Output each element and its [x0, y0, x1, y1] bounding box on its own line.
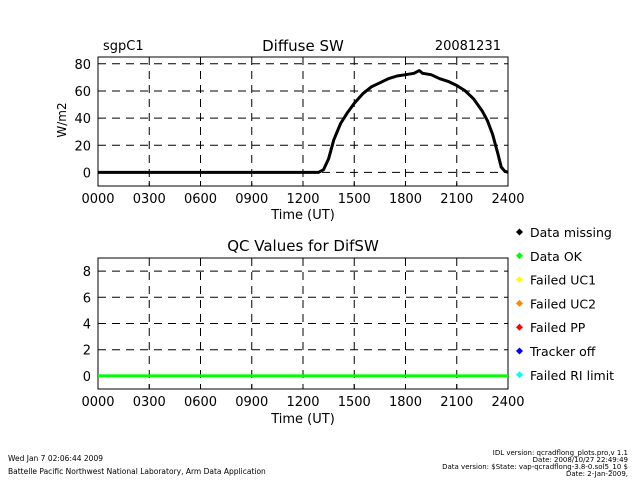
footer-data-version: Data version: $State: vap-qcradflong-3.8…	[442, 463, 628, 471]
footer-run-date: Wed Jan 7 02:06:44 2009	[8, 454, 103, 463]
chart2-title: QC Values for DifSW	[227, 237, 379, 255]
footer-idl-version: IDL version: qcradflong_plots.pro,v 1.1	[493, 449, 628, 457]
chart1-xtick-label: 0900	[235, 192, 268, 207]
chart1-ytick-label: 80	[74, 58, 91, 73]
qc-legend: Data missing Data OK Failed UC1 Failed UC2 F…	[516, 225, 614, 383]
chart2-xtick-label: 2400	[491, 395, 524, 410]
legend-label: Data OK	[530, 249, 583, 264]
chart1: 0000 0300 0600 0900 1200 1500 1800 2100 2400 0 20 4…	[74, 56, 525, 207]
chart1-ytick-label: 40	[74, 112, 91, 127]
chart2-ytick-label: 2	[83, 344, 91, 359]
chart2-ytick-label: 6	[83, 291, 91, 306]
footer-data-date: Date: 2-Jan-2009,	[566, 470, 628, 478]
chart2-xtick-label: 0900	[235, 395, 268, 410]
legend-label: Failed UC2	[530, 296, 596, 311]
footer-idl-date: Date: 2008/10/27 22:49:49	[533, 456, 628, 464]
legend-marker	[516, 276, 523, 284]
chart1-title: Diffuse SW	[262, 37, 344, 55]
chart1-series-line	[98, 69, 509, 174]
chart2-ytick-label: 0	[83, 370, 91, 385]
legend-marker	[516, 299, 523, 307]
chart1-xtick-label: 1500	[338, 192, 371, 207]
chart2: 0000 0300 0600 0900 1200 1500 1800 2100 2400 0 2 4 6…	[81, 257, 525, 410]
chart2-frame	[97, 257, 509, 390]
legend-marker	[516, 347, 523, 355]
chart2-xlabel: Time (UT)	[270, 412, 335, 427]
chart1-xtick-label: 2400	[491, 192, 524, 207]
legend-label: Tracker off	[529, 344, 596, 359]
chart1-xtick-label: 0300	[133, 192, 166, 207]
footer-institution: Battelle Pacific Northwest National Labo…	[8, 467, 266, 476]
legend-marker	[516, 252, 523, 260]
legend-marker	[516, 371, 523, 379]
legend-label: Failed UC1	[530, 273, 596, 288]
chart2-xtick-label: 2100	[440, 395, 473, 410]
legend-label: Data missing	[530, 225, 612, 240]
chart1-ytick-label: 60	[74, 85, 91, 100]
chart1-xlabel: Time (UT)	[270, 208, 335, 223]
chart2-xtick-label: 1800	[389, 395, 422, 410]
chart1-xtick-label: 1800	[389, 192, 422, 207]
legend-label: Failed PP	[530, 320, 586, 335]
chart2-xtick-label: 0600	[184, 395, 217, 410]
chart2-xtick-label: 0300	[133, 395, 166, 410]
chart1-ytick-label: 20	[74, 139, 91, 154]
chart1-xtick-label: 1200	[286, 192, 319, 207]
chart2-xtick-label: 1200	[286, 395, 319, 410]
legend-marker	[516, 323, 523, 331]
chart1-xtick-label: 0000	[81, 192, 114, 207]
chart1-xtick-label: 0600	[184, 192, 217, 207]
site-label: sgpC1	[103, 39, 144, 54]
chart2-xtick-label: 0000	[81, 395, 114, 410]
chart1-xtick-label: 2100	[440, 192, 473, 207]
chart2-ytick-label: 4	[83, 318, 91, 333]
chart1-ytick-label: 0	[83, 166, 91, 181]
chart1-frame	[97, 56, 509, 187]
legend-marker	[516, 228, 523, 236]
chart2-ytick-label: 8	[83, 265, 91, 280]
legend-label: Failed RI limit	[530, 368, 614, 383]
chart1-ylabel: W/m2	[55, 102, 69, 137]
date-label: 20081231	[435, 39, 501, 54]
chart2-xtick-label: 1500	[338, 395, 371, 410]
